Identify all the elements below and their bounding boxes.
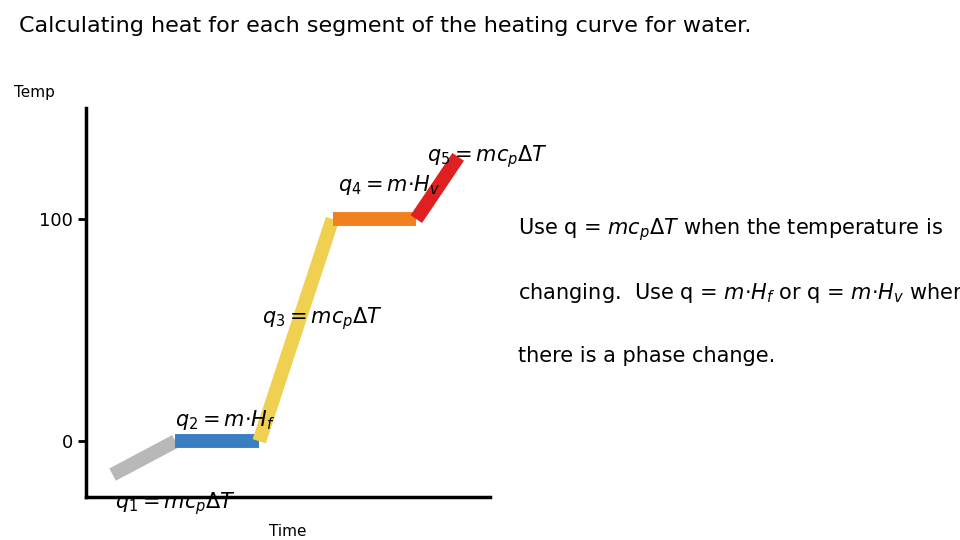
Text: Time: Time	[269, 524, 307, 539]
Text: $q_5 = mc_p\Delta T$: $q_5 = mc_p\Delta T$	[427, 144, 547, 170]
Text: changing.  Use q = $m{\cdot}H_f$ or q = $m{\cdot}H_v$ when: changing. Use q = $m{\cdot}H_f$ or q = $…	[518, 281, 960, 305]
Text: $q_2 = m{\cdot}H_f$: $q_2 = m{\cdot}H_f$	[176, 408, 276, 433]
Text: Use q = $mc_p\Delta T$ when the temperature is: Use q = $mc_p\Delta T$ when the temperat…	[518, 216, 944, 243]
Text: there is a phase change.: there is a phase change.	[518, 346, 776, 366]
Text: Calculating heat for each segment of the heating curve for water.: Calculating heat for each segment of the…	[19, 16, 752, 36]
Text: $q_1 = mc_p\Delta T$: $q_1 = mc_p\Delta T$	[115, 490, 236, 517]
Text: $q_4 = m{\cdot}H_v$: $q_4 = m{\cdot}H_v$	[338, 173, 440, 197]
Text: Temp: Temp	[13, 85, 55, 100]
Text: $q_3 = mc_p\Delta T$: $q_3 = mc_p\Delta T$	[262, 306, 383, 333]
